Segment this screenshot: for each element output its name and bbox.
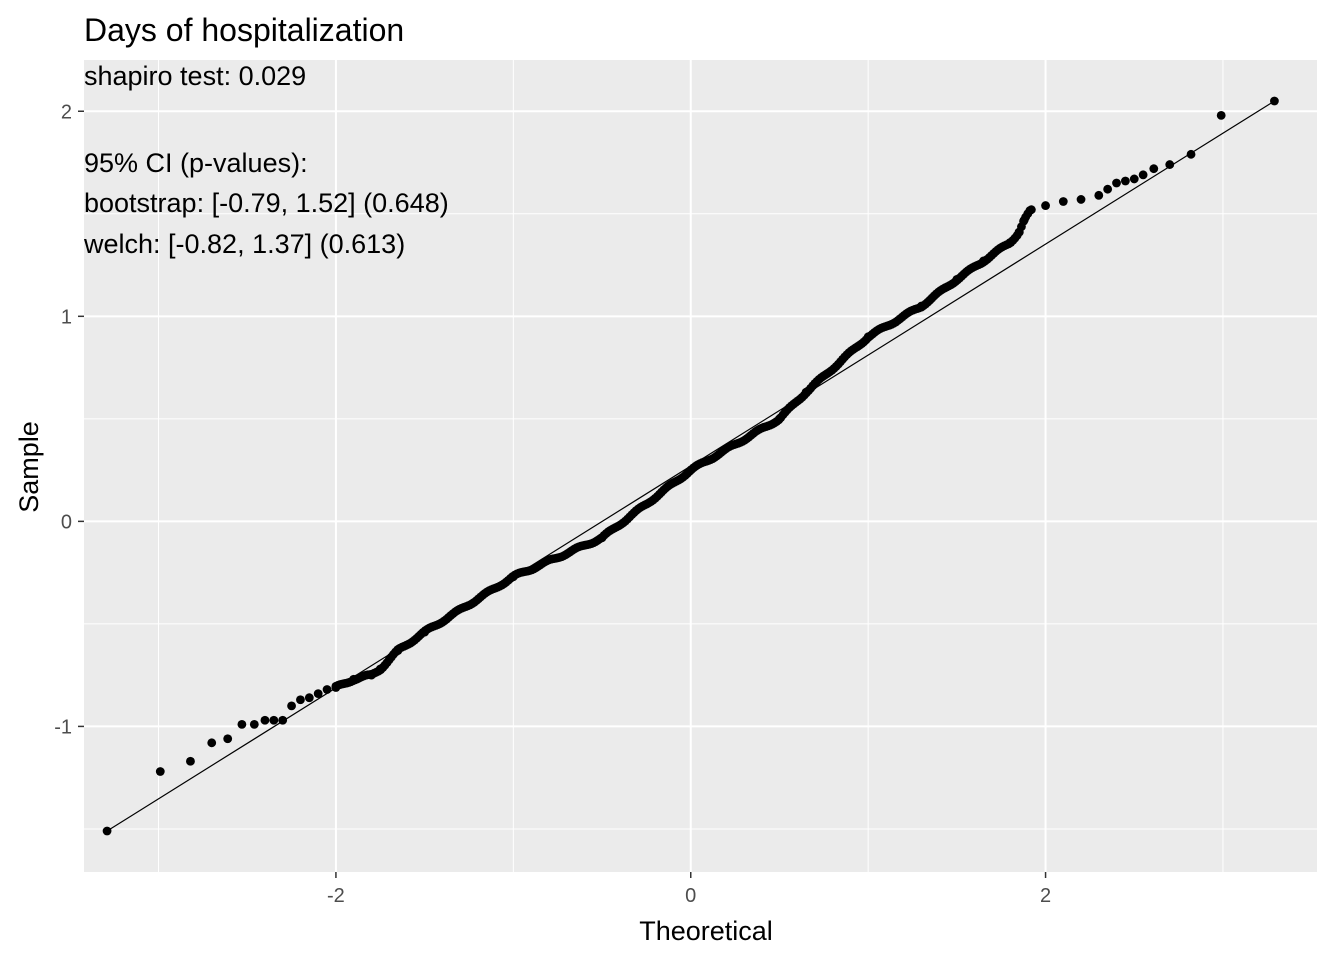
x-tick-label: 0 [685,885,696,907]
data-point [296,695,305,705]
data-point [155,767,165,776]
annotation-welch: welch: [-0.82, 1.37] (0.613) [83,229,405,259]
data-points [102,96,1279,836]
y-tick-label: 1 [61,306,72,328]
data-point [1216,110,1226,120]
annotation-shapiro: shapiro test: 0.029 [84,61,306,91]
data-point [1149,164,1159,174]
data-point [278,715,288,725]
data-point [102,826,112,836]
data-point [223,734,233,744]
data-point [1112,178,1121,188]
data-point [237,719,247,729]
data-point [1041,201,1050,210]
data-point [260,715,270,725]
data-point [1094,190,1104,200]
y-tick-label: -1 [54,716,72,738]
data-point [1025,206,1035,215]
data-point [1165,160,1175,169]
data-point [1270,96,1279,106]
minor-gridlines [84,60,1317,872]
data-point [1076,195,1086,204]
data-point [1138,170,1148,180]
x-axis-ticks: -2 0 2 [327,872,1051,907]
data-point [304,693,314,703]
y-tick-label: 2 [61,101,72,123]
x-tick-label: 2 [1040,885,1051,907]
annotation-ci-header: 95% CI (p-values): [84,148,308,178]
x-axis-title: Theoretical [639,916,773,946]
y-axis-title: Sample [14,421,44,513]
annotations: shapiro test: 0.029 95% CI (p-values): b… [83,61,449,259]
data-point [269,715,279,725]
annotation-bootstrap: bootstrap: [-0.79, 1.52] (0.648) [84,188,449,218]
data-point [1186,149,1196,159]
data-point [249,719,259,729]
data-point [186,756,195,766]
y-tick-label: 0 [61,511,72,533]
major-gridlines [84,60,1317,872]
data-point [1129,174,1139,184]
y-axis-ticks: -1 0 1 2 [54,101,84,738]
data-point [287,701,296,711]
data-point [322,685,332,694]
data-point [1120,176,1130,186]
data-point [1103,184,1113,194]
data-point [313,689,323,699]
data-point [1058,197,1068,206]
chart-title: Days of hospitalization [84,12,405,48]
x-tick-label: -2 [327,885,345,907]
data-point [207,738,217,748]
